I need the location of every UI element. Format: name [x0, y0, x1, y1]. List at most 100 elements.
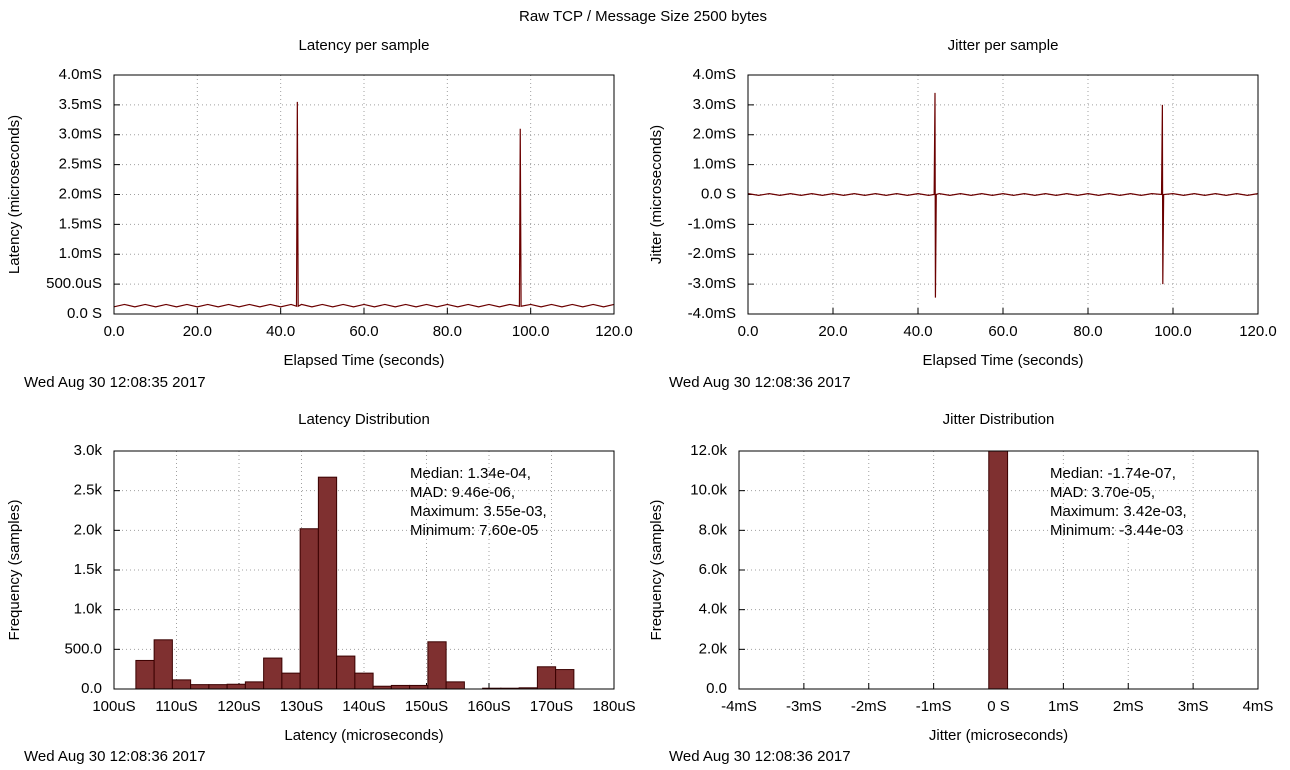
timestamp: Wed Aug 30 12:08:36 2017	[24, 748, 206, 765]
x-tick-label: 100uS	[92, 698, 135, 715]
data-line	[747, 92, 1259, 298]
y-tick-label: -1.0mS	[688, 215, 736, 232]
histogram-bar	[427, 641, 447, 690]
y-tick-label: 500.0uS	[46, 275, 102, 292]
x-axis-label: Elapsed Time (seconds)	[923, 352, 1084, 369]
stats-annotation: Minimum: -3.44e-03	[1050, 522, 1183, 539]
x-tick-label: 100.0	[1154, 323, 1192, 340]
y-tick-label: 1.5k	[74, 561, 103, 578]
y-tick-label: 10.0k	[690, 482, 727, 499]
y-axis-label: Latency (microseconds)	[6, 115, 23, 274]
x-tick-label: 100.0	[512, 323, 550, 340]
histogram-bar	[281, 672, 301, 690]
histogram-bar	[263, 657, 283, 690]
y-tick-label: -3.0mS	[688, 275, 736, 292]
stats-annotation: Minimum: 7.60e-05	[410, 522, 538, 539]
y-tick-label: 0.0 S	[701, 185, 736, 202]
y-tick-label: 0.0	[81, 680, 102, 697]
y-tick-label: 4.0mS	[693, 66, 736, 83]
x-tick-label: -2mS	[851, 698, 887, 715]
y-tick-label: 2.5mS	[59, 156, 102, 173]
timestamp: Wed Aug 30 12:08:35 2017	[24, 374, 206, 391]
plot-frame	[113, 450, 615, 690]
y-axis-label: Frequency (samples)	[648, 500, 665, 641]
stats-annotation: Maximum: 3.42e-03,	[1050, 503, 1187, 520]
stats-annotation: Maximum: 3.55e-03,	[410, 503, 547, 520]
y-tick-label: 2.0k	[699, 640, 728, 657]
x-tick-label: 3mS	[1178, 698, 1209, 715]
histogram-bar	[171, 679, 192, 690]
x-tick-label: -3mS	[786, 698, 822, 715]
plot-frame	[738, 450, 1259, 690]
y-tick-label: 2.0k	[74, 521, 103, 538]
histogram-bar	[135, 659, 155, 690]
chart-title: Latency Distribution	[298, 411, 430, 428]
x-tick-label: 0 S	[987, 698, 1010, 715]
y-tick-label: 1.5mS	[59, 215, 102, 232]
y-tick-label: 2.0mS	[693, 126, 736, 143]
x-axis-label: Jitter (microseconds)	[929, 727, 1068, 744]
x-tick-label: 4mS	[1243, 698, 1274, 715]
histogram-bar	[226, 683, 246, 690]
timestamp: Wed Aug 30 12:08:36 2017	[669, 748, 851, 765]
histogram-bar	[409, 684, 429, 690]
chart-title: Jitter per sample	[948, 37, 1059, 54]
y-tick-label: 1.0k	[74, 601, 103, 618]
plot-frame	[113, 74, 615, 315]
timestamp: Wed Aug 30 12:08:36 2017	[669, 374, 851, 391]
figure-title: Raw TCP / Message Size 2500 bytes	[519, 8, 767, 25]
y-tick-label: 0.0	[706, 680, 727, 697]
y-tick-label: 2.0mS	[59, 185, 102, 202]
x-tick-label: 60.0	[988, 323, 1017, 340]
histogram-bar	[536, 666, 557, 690]
histogram-bar	[445, 681, 465, 690]
histogram-bar	[336, 655, 356, 690]
y-tick-label: 3.5mS	[59, 96, 102, 113]
y-tick-label: 3.0mS	[693, 96, 736, 113]
histogram-bar	[208, 684, 228, 690]
y-tick-label: 1.0mS	[59, 245, 102, 262]
x-tick-label: 150uS	[405, 698, 448, 715]
stats-annotation: MAD: 9.46e-06,	[410, 484, 515, 501]
y-tick-label: 12.0k	[690, 442, 727, 459]
histogram-bar	[555, 669, 575, 690]
x-tick-label: 180uS	[592, 698, 635, 715]
histogram-bar	[153, 639, 173, 690]
x-tick-label: 80.0	[1073, 323, 1102, 340]
x-tick-label: 80.0	[433, 323, 462, 340]
x-tick-label: 60.0	[349, 323, 378, 340]
x-tick-label: 20.0	[818, 323, 847, 340]
x-tick-label: 160uS	[467, 698, 510, 715]
y-axis-label: Frequency (samples)	[6, 500, 23, 641]
x-tick-label: 40.0	[266, 323, 295, 340]
y-tick-label: 1.0mS	[693, 156, 736, 173]
x-tick-label: 2mS	[1113, 698, 1144, 715]
x-tick-label: 20.0	[183, 323, 212, 340]
histogram-bar	[317, 476, 338, 690]
y-tick-label: -2.0mS	[688, 245, 736, 262]
x-tick-label: -1mS	[916, 698, 952, 715]
histogram-bar	[244, 681, 265, 690]
histogram-bar	[390, 684, 411, 690]
x-tick-label: 1mS	[1048, 698, 1079, 715]
histogram-bar	[299, 528, 319, 690]
y-tick-label: 4.0k	[699, 601, 728, 618]
x-tick-label: 110uS	[155, 698, 197, 715]
y-tick-label: 6.0k	[699, 561, 728, 578]
plot-frame	[747, 74, 1259, 315]
x-tick-label: 170uS	[530, 698, 573, 715]
histogram-bar	[988, 450, 1009, 690]
x-tick-label: 0.0	[738, 323, 759, 340]
x-axis-label: Latency (microseconds)	[284, 727, 443, 744]
y-tick-label: 3.0mS	[59, 126, 102, 143]
histogram-bar	[190, 684, 210, 690]
x-tick-label: 120.0	[595, 323, 633, 340]
stats-annotation: Median: 1.34e-04,	[410, 465, 531, 482]
stats-annotation: Median: -1.74e-07,	[1050, 465, 1176, 482]
y-tick-label: 4.0mS	[59, 66, 102, 83]
histogram-bar	[354, 672, 374, 690]
chart-title: Latency per sample	[299, 37, 430, 54]
x-tick-label: 40.0	[903, 323, 932, 340]
x-tick-label: -4mS	[721, 698, 757, 715]
